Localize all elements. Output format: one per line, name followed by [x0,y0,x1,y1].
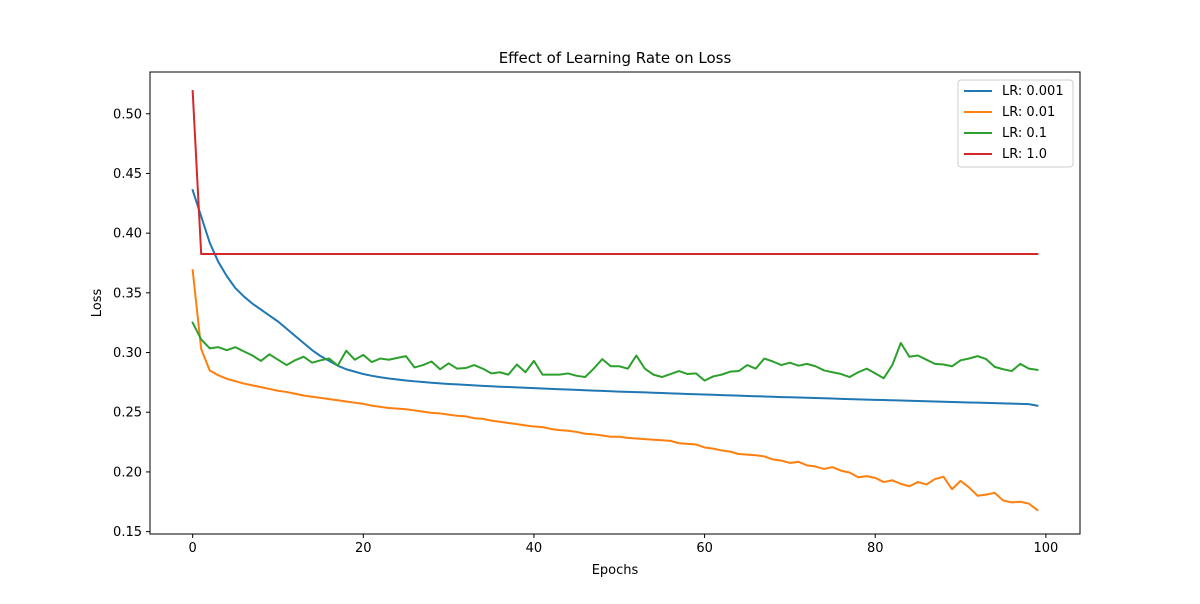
y-tick-label: 0.45 [113,167,142,182]
x-tick-label: 20 [355,541,372,556]
y-tick-label: 0.30 [113,346,142,361]
chart-title: Effect of Learning Rate on Loss [499,49,732,67]
y-axis-label: Loss [90,289,105,318]
legend-frame [957,79,1074,168]
series-line-lr-1-0 [191,90,1039,256]
y-tick-label: 0.35 [113,286,142,301]
x-axis-label: Epochs [592,563,639,578]
y-axis-ticks: 0.15 0.20 0.25 0.30 0.35 0.40 0.45 0.50 [113,107,150,540]
x-tick-label: 0 [189,541,197,556]
y-tick-label: 0.25 [113,406,142,421]
x-axis-ticks: 0 20 40 60 80 100 [189,534,1058,556]
plot-area-frame [149,71,1081,535]
y-tick-label: 0.40 [113,227,142,242]
series-layer [191,90,1039,512]
y-tick-label: 0.50 [113,107,142,122]
series-line-lr-0-01 [191,269,1039,512]
series-line-lr-0-1 [191,321,1039,382]
y-tick-label: 0.15 [113,525,142,540]
x-tick-label: 60 [696,541,713,556]
legend-label-lr-0-01: LR: 0.01 [1002,105,1055,120]
x-tick-label: 40 [526,541,543,556]
legend-label-lr-1-0: LR: 1.0 [1002,147,1047,162]
x-tick-label: 100 [1033,541,1058,556]
y-tick-label: 0.20 [113,465,142,480]
legend-label-lr-0-001: LR: 0.001 [1002,84,1064,99]
legend: LR: 0.001 LR: 0.01 LR: 0.1 LR: 1.0 [957,79,1074,168]
legend-label-lr-0-1: LR: 0.1 [1002,126,1047,141]
x-tick-label: 80 [867,541,884,556]
